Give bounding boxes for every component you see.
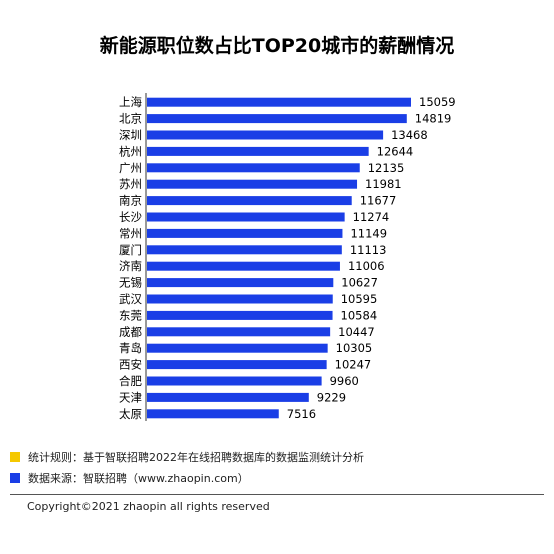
bar [147, 327, 331, 337]
category-label: 深圳 [119, 128, 142, 142]
bar [147, 409, 279, 419]
chart-title: 新能源职位数占比TOP20城市的薪酬情况 [99, 35, 455, 57]
bar-chart: 上海 15059 北京 14819 深圳 13468 杭州 12644 广州 12135 苏州 119… [119, 93, 456, 421]
data-label: 10447 [338, 325, 375, 339]
category-label: 长沙 [119, 210, 142, 224]
bar [147, 343, 328, 353]
bar [147, 360, 327, 370]
data-label: 9229 [317, 390, 346, 404]
data-label: 10305 [336, 341, 373, 355]
bar [147, 310, 333, 320]
category-label: 成都 [119, 325, 142, 339]
category-label: 太原 [119, 407, 142, 421]
bar [147, 179, 358, 189]
bar [147, 163, 360, 173]
data-label: 7516 [287, 407, 316, 421]
data-label: 13468 [391, 128, 428, 142]
bar [147, 97, 411, 107]
category-label: 上海 [119, 95, 142, 109]
bar [147, 114, 407, 124]
data-label: 11981 [365, 177, 402, 191]
bar [147, 228, 343, 238]
data-label: 12644 [377, 144, 414, 158]
bar [147, 212, 345, 222]
data-label: 10595 [341, 292, 378, 306]
note-source-text: 数据来源：智联招聘（www.zhaopin.com） [28, 472, 249, 485]
data-label: 14819 [415, 112, 452, 126]
bar [147, 376, 322, 386]
category-label: 天津 [119, 390, 142, 404]
blue-square-icon [10, 473, 20, 483]
category-label: 广州 [119, 161, 142, 175]
data-label: 11677 [360, 194, 397, 208]
bar [147, 146, 369, 156]
data-label: 10247 [335, 358, 372, 372]
yellow-square-icon [10, 452, 20, 462]
category-label: 南京 [119, 194, 142, 208]
category-label: 北京 [119, 112, 142, 126]
data-label: 9960 [330, 374, 359, 388]
category-label: 常州 [119, 226, 142, 240]
category-label: 西安 [119, 358, 142, 372]
category-label: 武汉 [119, 292, 142, 306]
note-source: 数据来源：智联招聘（www.zhaopin.com） [10, 470, 249, 486]
bar [147, 245, 342, 255]
bar [147, 278, 334, 288]
data-label: 11006 [348, 259, 385, 273]
category-label: 青岛 [119, 341, 142, 355]
data-label: 12135 [368, 161, 405, 175]
bar [147, 196, 352, 206]
bar [147, 130, 384, 140]
data-label: 10627 [341, 276, 378, 290]
category-label: 合肥 [119, 374, 142, 388]
footer-divider [10, 494, 544, 495]
data-label: 10584 [341, 308, 378, 322]
bar [147, 261, 340, 271]
data-label: 11149 [350, 226, 387, 240]
bar [147, 294, 333, 304]
category-label: 无锡 [119, 276, 142, 290]
category-label: 东莞 [119, 308, 142, 322]
note-rule-text: 统计规则：基于智联招聘2022年在线招聘数据库的数据监测统计分析 [28, 451, 364, 464]
bar [147, 392, 309, 402]
copyright-text: Copyright©2021 zhaopin all rights reserv… [27, 500, 270, 513]
note-rule: 统计规则：基于智联招聘2022年在线招聘数据库的数据监测统计分析 [10, 449, 364, 465]
category-label: 杭州 [119, 144, 142, 158]
data-label: 11113 [350, 243, 387, 257]
category-label: 苏州 [119, 177, 142, 191]
category-label: 厦门 [119, 243, 142, 257]
data-label: 15059 [419, 95, 456, 109]
data-label: 11274 [353, 210, 390, 224]
category-label: 济南 [119, 259, 142, 273]
